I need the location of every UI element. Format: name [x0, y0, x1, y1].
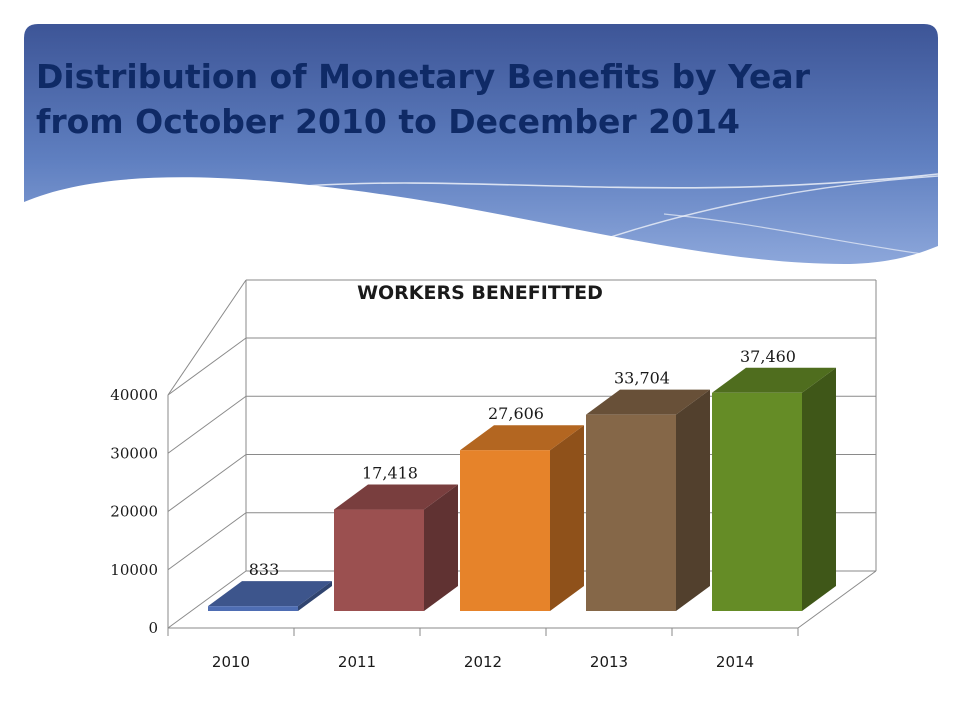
data-labels: 833 17,418 27,606 33,704 37,460 — [249, 347, 796, 579]
bar-2014 — [712, 367, 836, 611]
bar-front-face — [712, 392, 802, 611]
x-tick-label: 2013 — [590, 653, 628, 671]
bar-top-face — [586, 389, 710, 415]
bar-top-face — [460, 425, 584, 451]
data-label: 27,606 — [488, 404, 544, 423]
data-label: 833 — [249, 560, 280, 579]
bar-2012 — [460, 425, 584, 611]
slide-title-line-2: from October 2010 to December 2014 — [36, 102, 740, 141]
x-tick-label: 2012 — [464, 653, 502, 671]
header-panel: Distribution of Monetary Benefits by Yea… — [24, 24, 938, 270]
x-axis: 2010 2011 2012 2013 2014 — [167, 628, 799, 671]
bar-front-face — [586, 414, 676, 611]
bar-side-face — [676, 389, 710, 611]
x-tick-label: 2010 — [212, 653, 250, 671]
gridline — [167, 337, 876, 396]
y-tick-label: 30000 — [110, 444, 158, 462]
bar-front-face — [208, 606, 298, 611]
y-tick-label: 0 — [148, 619, 158, 637]
bar-side-face — [802, 367, 836, 611]
x-tick-label: 2014 — [716, 653, 754, 671]
y-tick-label: 40000 — [110, 386, 158, 404]
floor-right-edge — [797, 570, 877, 629]
slide-title-line-1: Distribution of Monetary Benefits by Yea… — [36, 57, 810, 96]
y-tick-label: 10000 — [110, 561, 158, 579]
bar-top-face — [712, 367, 836, 393]
bar-top-face — [334, 484, 458, 510]
slide-title: Distribution of Monetary Benefits by Yea… — [36, 54, 926, 144]
chart-title: WORKERS BENEFITTED — [357, 282, 603, 304]
bar-top-face — [208, 581, 332, 607]
data-label: 17,418 — [362, 464, 418, 483]
y-tick-label: 20000 — [110, 503, 158, 521]
bar-side-face — [550, 425, 584, 611]
side-wall-top-edge — [167, 279, 247, 396]
y-axis: 0 10000 20000 30000 40000 — [110, 386, 158, 637]
bar-2011 — [334, 484, 458, 611]
header-wave-decoration — [24, 24, 938, 270]
data-label: 37,460 — [740, 347, 796, 366]
chart-bars — [208, 367, 836, 611]
bar-side-face — [424, 484, 458, 611]
bar-front-face — [460, 450, 550, 611]
data-label: 33,704 — [614, 369, 670, 388]
bar-side-face — [298, 581, 332, 611]
x-tick-label: 2011 — [338, 653, 376, 671]
bar-2010 — [208, 581, 332, 611]
bar-front-face — [334, 509, 424, 611]
bar-2013 — [586, 389, 710, 611]
